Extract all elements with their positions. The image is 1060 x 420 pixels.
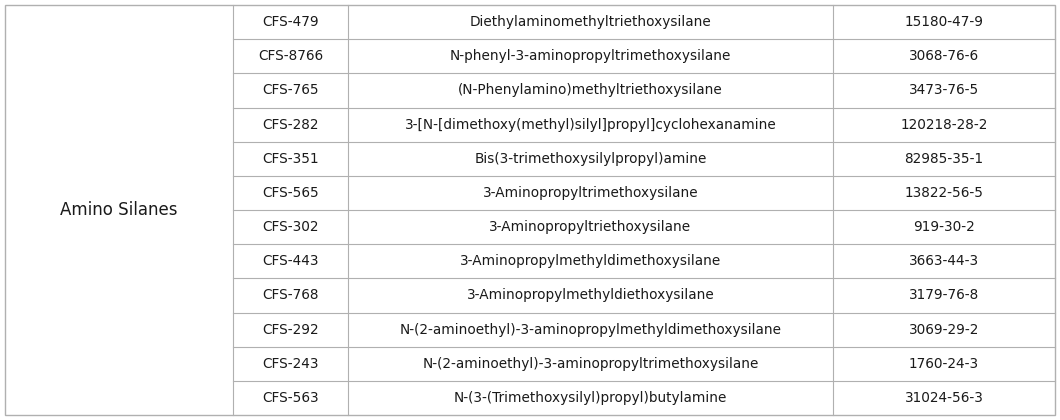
Text: CFS-282: CFS-282	[262, 118, 319, 131]
Text: CFS-563: CFS-563	[262, 391, 319, 405]
Text: 3069-29-2: 3069-29-2	[908, 323, 979, 336]
Text: 3068-76-6: 3068-76-6	[908, 49, 979, 63]
Text: CFS-351: CFS-351	[262, 152, 319, 166]
Text: 3473-76-5: 3473-76-5	[908, 84, 979, 97]
Text: 31024-56-3: 31024-56-3	[904, 391, 984, 405]
Text: (N-Phenylamino)methyltriethoxysilane: (N-Phenylamino)methyltriethoxysilane	[458, 84, 723, 97]
Text: 120218-28-2: 120218-28-2	[900, 118, 988, 131]
Text: N-phenyl-3-aminopropyltrimethoxysilane: N-phenyl-3-aminopropyltrimethoxysilane	[449, 49, 731, 63]
Text: 3179-76-8: 3179-76-8	[908, 289, 979, 302]
Text: 15180-47-9: 15180-47-9	[904, 15, 984, 29]
Text: CFS-443: CFS-443	[262, 254, 319, 268]
Text: N-(2-aminoethyl)-3-aminopropylmethyldimethoxysilane: N-(2-aminoethyl)-3-aminopropylmethyldime…	[400, 323, 781, 336]
Text: 3-Aminopropylmethyldimethoxysilane: 3-Aminopropylmethyldimethoxysilane	[460, 254, 721, 268]
Text: Amino Silanes: Amino Silanes	[60, 201, 178, 219]
Text: N-(2-aminoethyl)-3-aminopropyltrimethoxysilane: N-(2-aminoethyl)-3-aminopropyltrimethoxy…	[422, 357, 759, 371]
Text: CFS-243: CFS-243	[262, 357, 319, 371]
Text: 1760-24-3: 1760-24-3	[908, 357, 979, 371]
Text: CFS-765: CFS-765	[262, 84, 319, 97]
Text: 3-Aminopropylmethyldiethoxysilane: 3-Aminopropylmethyldiethoxysilane	[466, 289, 714, 302]
Text: 13822-56-5: 13822-56-5	[904, 186, 984, 200]
Text: CFS-565: CFS-565	[262, 186, 319, 200]
Text: 919-30-2: 919-30-2	[913, 220, 975, 234]
Text: CFS-768: CFS-768	[262, 289, 319, 302]
Text: 3-Aminopropyltrimethoxysilane: 3-Aminopropyltrimethoxysilane	[482, 186, 699, 200]
Text: Bis(3-trimethoxysilylpropyl)amine: Bis(3-trimethoxysilylpropyl)amine	[474, 152, 707, 166]
Text: 82985-35-1: 82985-35-1	[904, 152, 984, 166]
Text: 3-[N-[dimethoxy(methyl)silyl]propyl]cyclohexanamine: 3-[N-[dimethoxy(methyl)silyl]propyl]cycl…	[405, 118, 776, 131]
Text: N-(3-(Trimethoxysilyl)propyl)butylamine: N-(3-(Trimethoxysilyl)propyl)butylamine	[454, 391, 727, 405]
Text: 3-Aminopropyltriethoxysilane: 3-Aminopropyltriethoxysilane	[490, 220, 691, 234]
Text: CFS-479: CFS-479	[262, 15, 319, 29]
Text: 3663-44-3: 3663-44-3	[908, 254, 979, 268]
Text: CFS-292: CFS-292	[262, 323, 319, 336]
Text: CFS-302: CFS-302	[262, 220, 319, 234]
Text: CFS-8766: CFS-8766	[258, 49, 323, 63]
Text: Diethylaminomethyltriethoxysilane: Diethylaminomethyltriethoxysilane	[470, 15, 711, 29]
